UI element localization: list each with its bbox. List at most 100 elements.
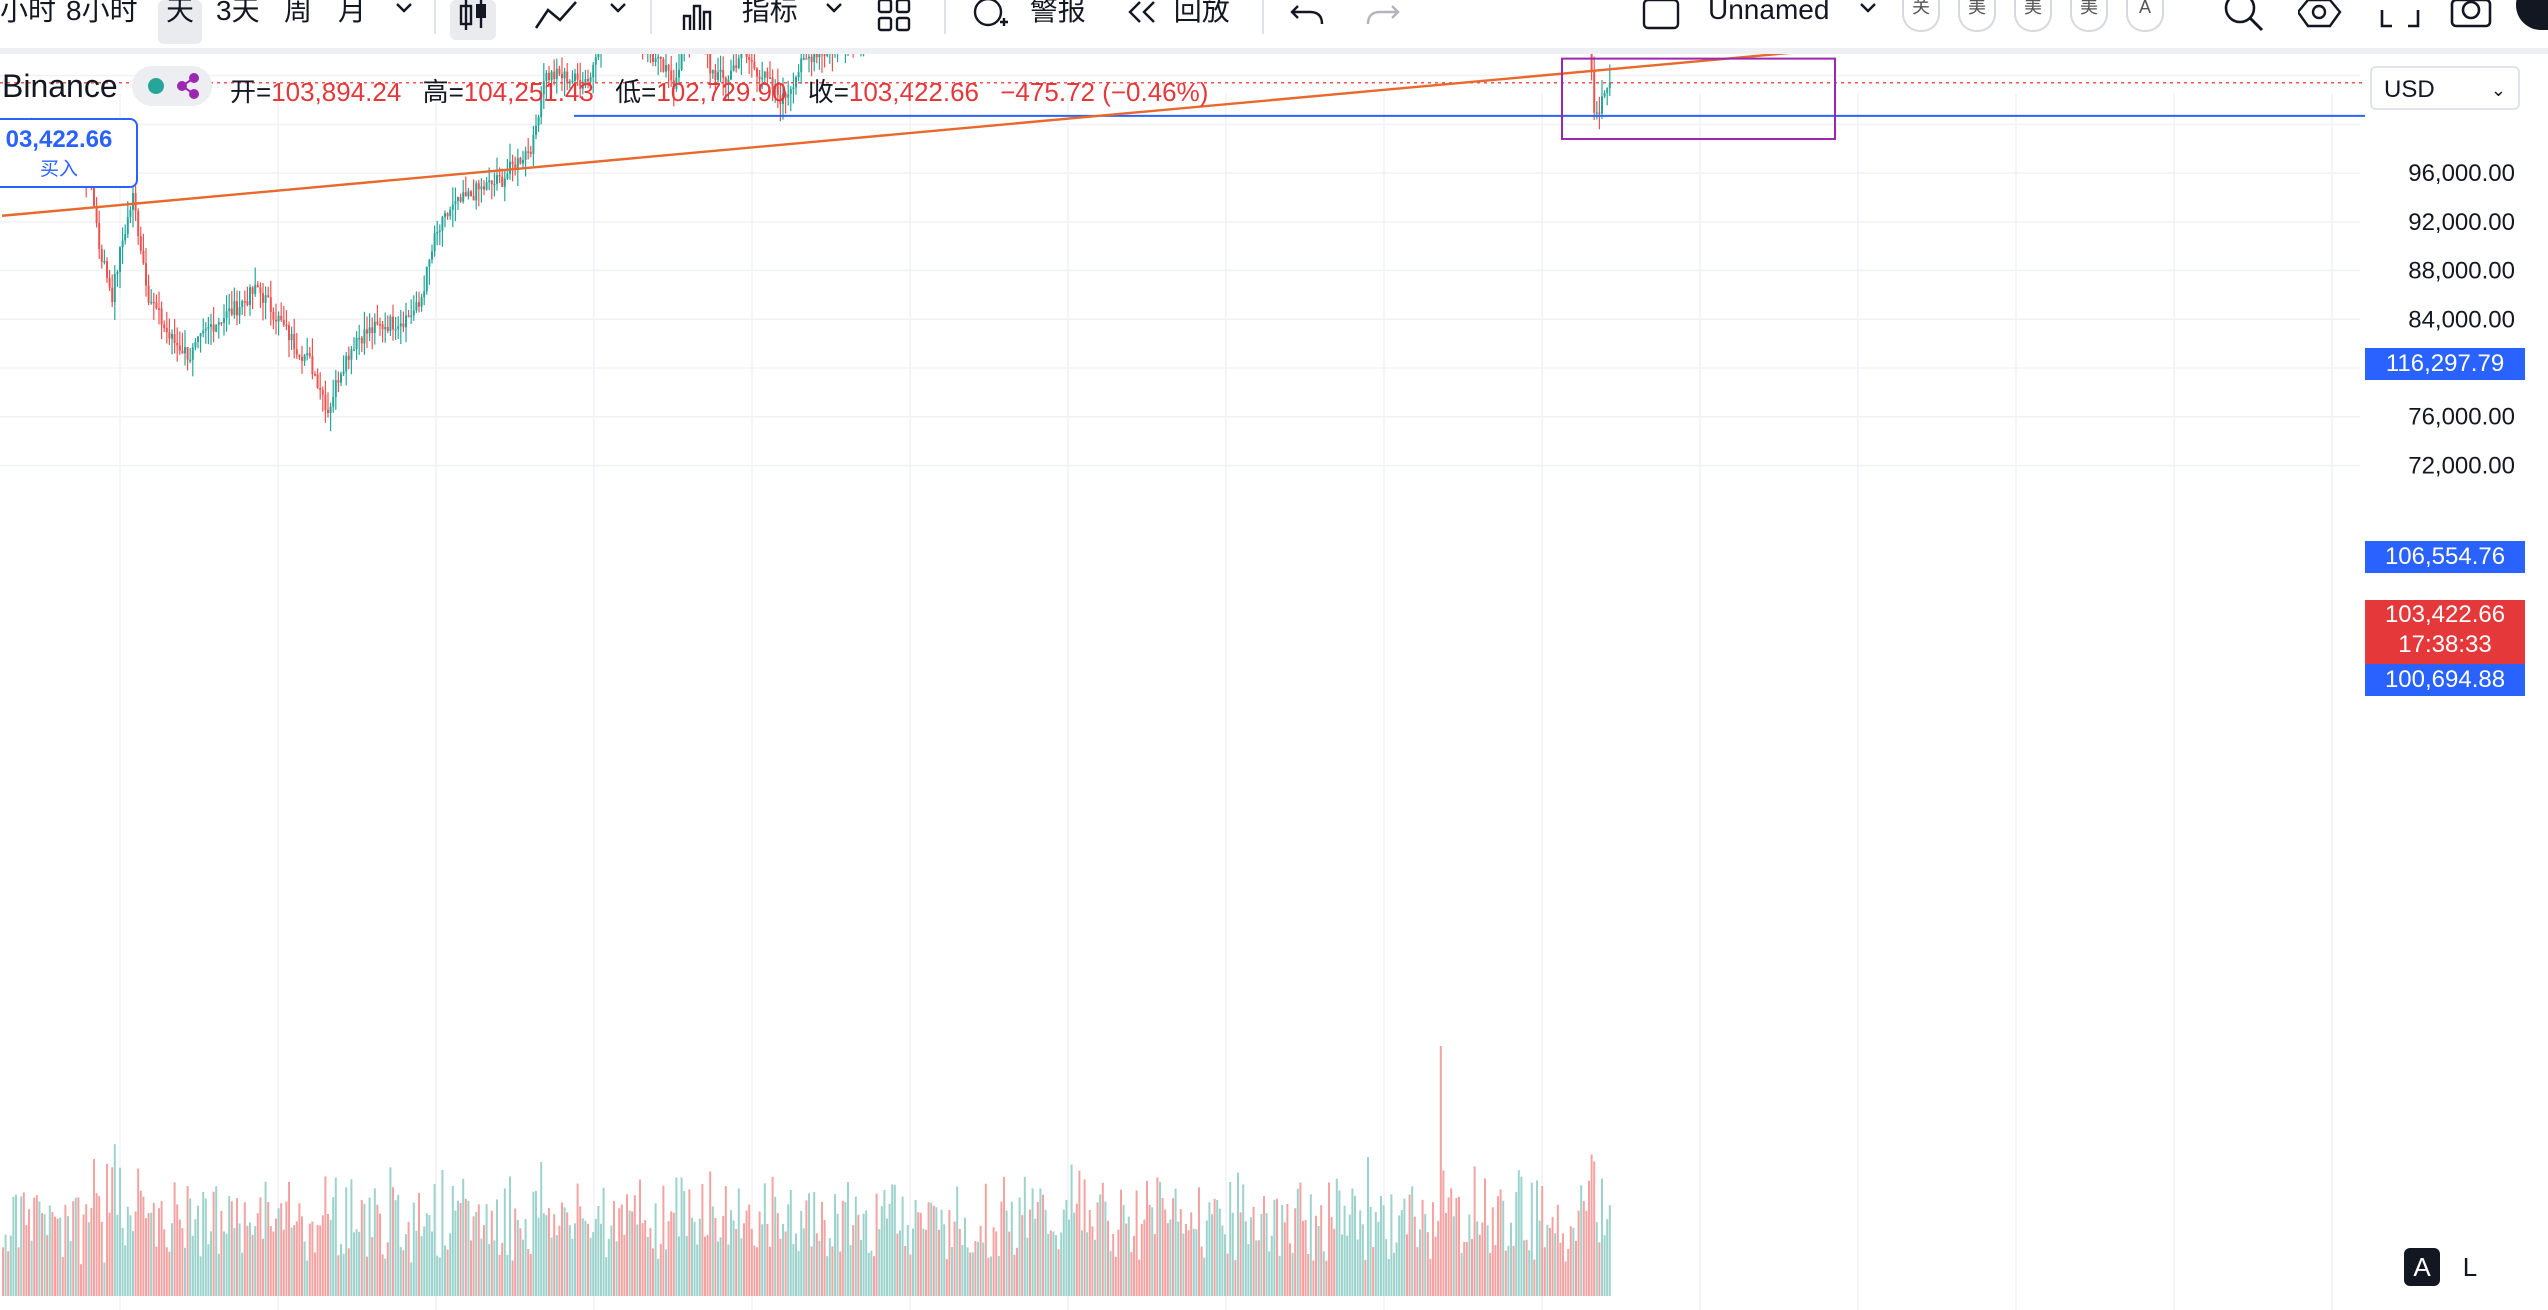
- interval-dropdown-chevron-icon[interactable]: [392, 0, 416, 38]
- volume-bar: [386, 1242, 389, 1296]
- quick-badge[interactable]: A: [2126, 0, 2164, 32]
- layout-chevron-icon[interactable]: [1856, 0, 1880, 38]
- price-axis-label: 96,000.00: [2408, 160, 2515, 187]
- quick-badge[interactable]: 美: [1958, 0, 1996, 32]
- volume-bar: [758, 1211, 761, 1296]
- volume-bar: [724, 1186, 727, 1296]
- currency-select[interactable]: USD ⌄: [2370, 66, 2520, 110]
- candle-body: [176, 342, 179, 346]
- buy-button[interactable]: 03,422.66 买入: [0, 118, 138, 188]
- chart-type-chevron-icon[interactable]: [606, 0, 630, 38]
- quick-badge[interactable]: 美: [2070, 0, 2108, 32]
- candle-body: [675, 77, 678, 89]
- account-avatar[interactable]: [2516, 0, 2548, 30]
- fullscreen-icon[interactable]: [2380, 0, 2420, 44]
- volume-bar: [1047, 1233, 1050, 1296]
- candle-body: [584, 78, 587, 86]
- hline-price-tag-upper[interactable]: 116,297.79: [2365, 348, 2525, 380]
- undo-icon[interactable]: [1290, 0, 1326, 44]
- candle-body: [433, 233, 436, 252]
- auto-scale-button[interactable]: A: [2404, 1248, 2440, 1286]
- volume-bar: [906, 1225, 909, 1296]
- volume-bar: [1190, 1212, 1193, 1296]
- volume-bar: [301, 1216, 303, 1296]
- volume-bar: [1055, 1235, 1057, 1296]
- line-chart-icon[interactable]: [532, 0, 580, 44]
- candle-body: [103, 261, 106, 263]
- volume-bar: [1231, 1212, 1234, 1296]
- volume-bar: [865, 1210, 868, 1296]
- candle-body: [353, 349, 355, 351]
- candle-body: [446, 213, 449, 217]
- layout-icon[interactable]: [1642, 0, 1682, 44]
- interval-1d[interactable]: 天: [158, 0, 203, 44]
- volume-bar: [483, 1225, 485, 1296]
- log-scale-button[interactable]: L: [2452, 1248, 2488, 1286]
- candle-body: [800, 58, 803, 73]
- volume-bar: [665, 1249, 667, 1296]
- candle-body: [139, 236, 142, 251]
- volume-bar: [982, 1242, 985, 1296]
- camera-icon[interactable]: [2450, 0, 2494, 44]
- candle-body: [233, 301, 236, 315]
- candle-body: [563, 71, 566, 79]
- volume-bar: [152, 1202, 155, 1296]
- settings-icon[interactable]: [2298, 0, 2342, 44]
- volume-bar: [1359, 1210, 1362, 1296]
- interval-1h[interactable]: 小时: [0, 0, 57, 26]
- alert-button[interactable]: 警报: [972, 0, 1086, 44]
- volume-bar: [748, 1204, 751, 1296]
- volume-bar: [2, 1247, 4, 1296]
- candle-body: [220, 322, 223, 324]
- hline-price-tag-middle[interactable]: 106,554.76: [2365, 541, 2525, 573]
- volume-bar: [657, 1258, 660, 1296]
- indicators-chevron-icon[interactable]: [822, 0, 846, 38]
- volume-bar: [80, 1264, 82, 1296]
- volume-bar: [1146, 1180, 1148, 1296]
- volume-bar: [1606, 1219, 1609, 1296]
- volume-bar: [147, 1213, 150, 1296]
- volume-bar: [615, 1241, 618, 1296]
- volume-bar: [1559, 1242, 1562, 1296]
- volume-bar: [1021, 1215, 1024, 1296]
- volume-bar: [576, 1183, 579, 1296]
- volume-bar: [974, 1241, 977, 1296]
- quick-badge[interactable]: 关: [1902, 0, 1940, 32]
- volume-bar: [1424, 1214, 1427, 1296]
- candle-body: [815, 54, 818, 58]
- candle-body: [457, 197, 459, 202]
- symbol-status-pill[interactable]: [132, 66, 212, 106]
- volume-bar: [321, 1215, 324, 1296]
- candle-body: [147, 285, 150, 303]
- candlestick-icon[interactable]: [450, 0, 496, 40]
- volume-bar: [1374, 1211, 1377, 1296]
- symbol-name[interactable]: Binance: [2, 68, 118, 104]
- layout-name[interactable]: Unnamed: [1708, 0, 1830, 25]
- volume-bar: [670, 1211, 673, 1296]
- candle-body: [163, 324, 166, 328]
- volume-bar: [1406, 1234, 1408, 1296]
- interval-month[interactable]: 月: [338, 0, 367, 26]
- quick-badge[interactable]: 美: [2014, 0, 2052, 32]
- interval-8h[interactable]: 8小时: [66, 0, 138, 26]
- volume-bar: [418, 1192, 420, 1296]
- candle-body: [194, 342, 197, 348]
- volume-bar: [373, 1188, 376, 1296]
- volume-bar: [1354, 1195, 1356, 1296]
- volume-bar: [1166, 1223, 1169, 1296]
- templates-icon[interactable]: [876, 0, 914, 44]
- interval-3d[interactable]: 3天: [216, 0, 260, 26]
- volume-bar: [295, 1221, 298, 1296]
- search-icon[interactable]: [2222, 0, 2266, 44]
- volume-bar: [134, 1211, 137, 1296]
- candle-body: [316, 374, 319, 388]
- volume-bar: [1099, 1194, 1102, 1296]
- volume-bar: [74, 1197, 77, 1296]
- volume-bar: [774, 1196, 777, 1296]
- hline-price-tag-lower[interactable]: 100,694.88: [2365, 664, 2525, 696]
- interval-week[interactable]: 周: [284, 0, 313, 26]
- indicators-button[interactable]: 指标: [680, 0, 798, 44]
- redo-icon[interactable]: [1366, 0, 1402, 44]
- replay-button[interactable]: 回放: [1126, 0, 1230, 44]
- price-chart[interactable]: 128,000.00124,000.00120,000.00112,000.00…: [0, 54, 2548, 1310]
